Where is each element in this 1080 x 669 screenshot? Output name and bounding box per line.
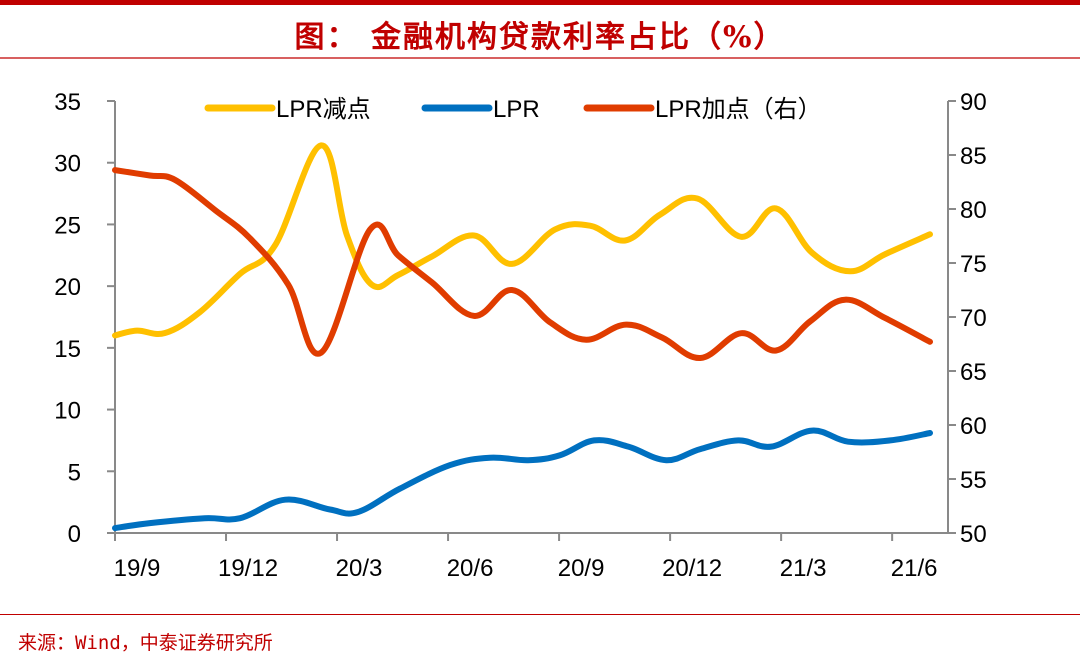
left-y-tick-label: 0: [68, 521, 81, 548]
x-tick-label: 21/6: [891, 555, 938, 582]
title-rule: [0, 57, 1080, 59]
x-tick-label: 20/9: [558, 555, 605, 582]
lpr-minus-line: [112, 142, 933, 339]
x-tick-label: 19/9: [114, 555, 161, 582]
left-y-tick-label: 20: [54, 274, 81, 301]
left-y-tick-label: 30: [54, 151, 81, 178]
legend: LPR减点 LPR LPR加点（右）: [204, 96, 822, 123]
right-y-tick-label: 50: [960, 521, 987, 548]
left-y-tick-label: 15: [54, 336, 81, 363]
source-rule: [0, 614, 1080, 615]
axes: 0 5 10 15 20 25 30 35 50 55 60 65 70 75 80 85 90 19/9 19/1…: [54, 89, 986, 582]
x-tick-label: 20/6: [447, 555, 494, 582]
right-y-tick-label: 60: [960, 413, 987, 440]
chart-title: 图： 金融机构贷款利率占比（%）: [294, 20, 786, 55]
right-y-tick-label: 90: [960, 89, 987, 116]
top-rule: [0, 0, 1080, 5]
left-y-tick-label: 35: [54, 89, 81, 116]
legend-label: LPR加点（右）: [655, 96, 822, 123]
right-y-tick-label: 85: [960, 143, 987, 170]
right-y-tick-label: 70: [960, 305, 987, 332]
x-tick-label: 19/12: [218, 555, 278, 582]
left-y-tick-label: 5: [68, 459, 81, 486]
right-y-tick-label: 80: [960, 197, 987, 224]
right-y-tick-label: 65: [960, 359, 987, 386]
x-tick-label: 20/3: [336, 555, 383, 582]
legend-lpr: LPR: [421, 96, 540, 123]
series-lines: [112, 142, 933, 532]
legend-label: LPR: [493, 96, 540, 123]
legend-lpr-plus: LPR加点（右）: [583, 96, 822, 123]
legend-lpr-minus: LPR减点: [204, 96, 371, 123]
lpr-plus-line: [112, 167, 933, 361]
right-y-tick-label: 75: [960, 251, 987, 278]
legend-label: LPR减点: [276, 96, 371, 123]
source-note: 来源：Wind，中泰证券研究所: [18, 632, 273, 654]
left-y-tick-label: 10: [54, 398, 81, 425]
x-tick-label: 20/12: [662, 555, 722, 582]
right-y-tick-label: 55: [960, 467, 987, 494]
lpr-line: [112, 427, 933, 532]
left-y-tick-label: 25: [54, 212, 81, 239]
x-tick-label: 21/3: [780, 555, 827, 582]
